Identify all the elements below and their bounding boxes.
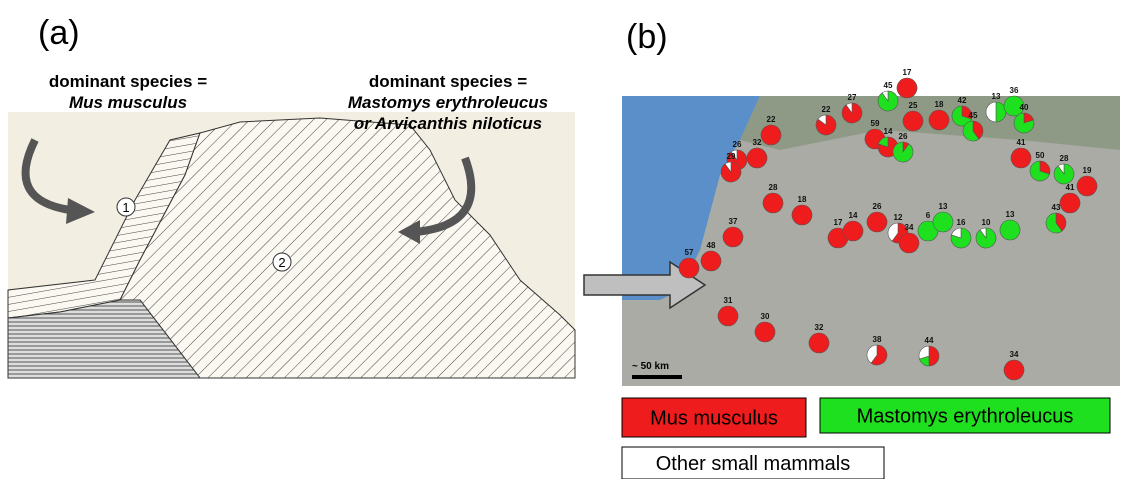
site-label: 26: [733, 140, 742, 149]
figure: (a) 1 2 dominant species = Mus musculus …: [0, 0, 1123, 479]
site-label: 41: [1017, 138, 1026, 147]
site-label: 13: [939, 202, 948, 211]
panel-label: (b): [626, 18, 668, 56]
site-label: 13: [992, 92, 1001, 101]
site-label: 13: [1006, 210, 1015, 219]
site-label: 10: [982, 218, 991, 227]
site-label: 45: [884, 81, 893, 90]
site-label: 14: [884, 127, 893, 136]
legend-label: Mastomys erythroleucus: [857, 406, 1074, 428]
pie-slice: [723, 227, 743, 247]
pie-slice: [755, 322, 775, 342]
pie-slice: [1011, 148, 1031, 168]
site-label: 44: [925, 336, 934, 345]
site-label: 28: [1060, 154, 1069, 163]
site-label: 32: [753, 138, 762, 147]
pie-slice: [792, 205, 812, 225]
site-label: 43: [1052, 203, 1061, 212]
site-label: 6: [926, 211, 931, 220]
site-label: 19: [1083, 166, 1092, 175]
site-label: 38: [873, 335, 882, 344]
note: Mus musculus: [69, 93, 187, 112]
pie-slice: [867, 212, 887, 232]
site-label: 28: [769, 183, 778, 192]
site-label: 45: [969, 111, 978, 120]
site-label: 41: [1066, 183, 1075, 192]
site-label: 32: [815, 323, 824, 332]
zone-label: 2: [278, 255, 285, 270]
scale-label: ~ 50 km: [632, 361, 669, 372]
legend-label: Other small mammals: [656, 453, 850, 475]
pie-slice: [718, 306, 738, 326]
site-label: 17: [834, 218, 843, 227]
note: Mastomys erythroleucus: [348, 93, 548, 112]
pie-slice: [903, 111, 923, 131]
pie-slice: [897, 78, 917, 98]
site-label: 50: [1036, 151, 1045, 160]
site-label: 22: [767, 115, 776, 124]
site-label: 26: [873, 202, 882, 211]
site-label: 34: [1010, 350, 1019, 359]
site-label: 22: [822, 105, 831, 114]
pie-slice: [929, 110, 949, 130]
site-label: 25: [909, 101, 918, 110]
pie-slice: [843, 221, 863, 241]
panel-label: (a): [38, 14, 80, 52]
pie-slice: [893, 142, 913, 162]
site-label: 42: [958, 96, 967, 105]
site-label: 30: [761, 312, 770, 321]
site-label: 37: [729, 217, 738, 226]
note: or Arvicanthis niloticus: [354, 114, 542, 133]
note: dominant species =: [49, 72, 207, 91]
site-label: 27: [848, 93, 857, 102]
pie-slice: [809, 333, 829, 353]
site-label: 40: [1020, 103, 1029, 112]
zone-label: 1: [122, 200, 129, 215]
site-label: 34: [905, 223, 914, 232]
site-label: 12: [894, 213, 903, 222]
site-label: 18: [935, 100, 944, 109]
pie-slice: [747, 148, 767, 168]
site-label: 36: [1010, 86, 1019, 95]
site-label: 59: [871, 119, 880, 128]
legend: Mus musculus Mastomys erythroleucus Other …: [622, 398, 1110, 479]
note: dominant species =: [369, 72, 527, 91]
pie-slice: [1004, 360, 1024, 380]
site-label: 48: [707, 241, 716, 250]
site-label: 18: [798, 195, 807, 204]
site-label: 26: [899, 132, 908, 141]
site-label: 29: [727, 152, 736, 161]
pie-slice: [1060, 193, 1080, 213]
pie-slice: [761, 125, 781, 145]
pie-slice: [1000, 220, 1020, 240]
pie-slice: [701, 251, 721, 271]
scale-bar: [632, 375, 682, 379]
site-label: 31: [724, 296, 733, 305]
legend-label: Mus musculus: [650, 408, 778, 430]
pie-slice: [763, 193, 783, 213]
site-label: 14: [849, 211, 858, 220]
pie-slice: [899, 233, 919, 253]
pie-slice: [679, 258, 699, 278]
site-label: 57: [685, 248, 694, 257]
site-label: 17: [903, 68, 912, 77]
pie-slice: [1077, 176, 1097, 196]
pie-slice: [933, 212, 953, 232]
site-label: 16: [957, 218, 966, 227]
